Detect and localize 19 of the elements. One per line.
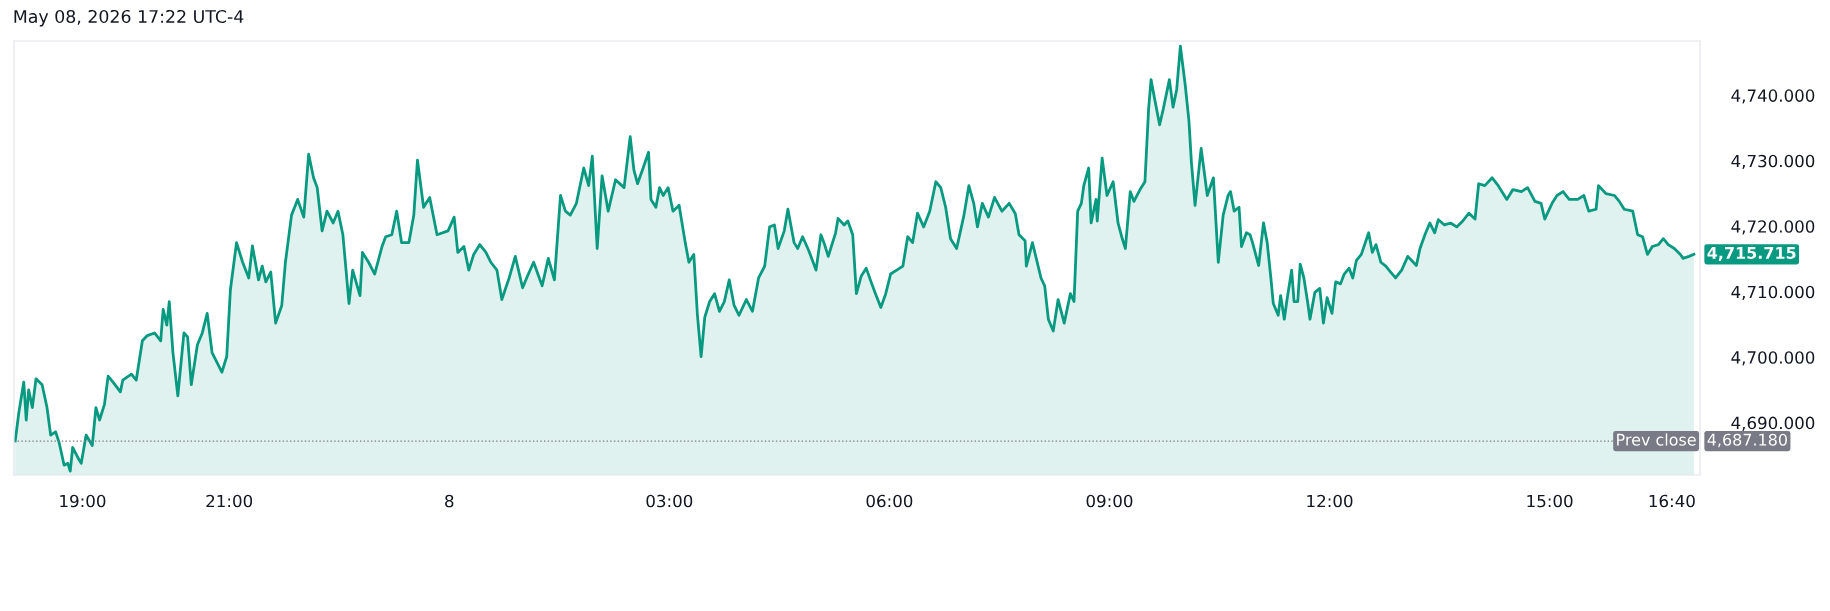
y-tick-label: 4,730.000 — [1731, 154, 1815, 170]
chart-title: May 08, 2026 17:22 UTC-4 — [14, 9, 244, 27]
x-tick-label: 15:00 — [1527, 494, 1573, 508]
annotation: 4,715.715 — [1707, 247, 1796, 261]
x-tick-label: 16:40 — [1649, 494, 1695, 508]
y-tick-label: 4,720.000 — [1731, 220, 1815, 235]
x-tick-label: 03:00 — [646, 494, 693, 508]
x-tick-label: 21:00 — [206, 494, 253, 508]
ref-line-label: Prev close — [1617, 433, 1696, 446]
y-tick-label: 4,700.000 — [1731, 351, 1815, 366]
y-tick-label: 4,690.000 — [1731, 416, 1815, 431]
x-tick-label: 06:00 — [866, 494, 913, 508]
y-tick-label: 4,710.000 — [1731, 285, 1815, 300]
y-tick-label: 4,740.000 — [1731, 89, 1815, 104]
x-tick-label: 12:00 — [1307, 494, 1353, 508]
annotation: 4,687.180 — [1707, 433, 1787, 448]
x-tick-label: 09:00 — [1086, 494, 1133, 508]
x-tick-label: 19:00 — [60, 494, 106, 508]
x-tick-label: 8 — [445, 494, 454, 508]
